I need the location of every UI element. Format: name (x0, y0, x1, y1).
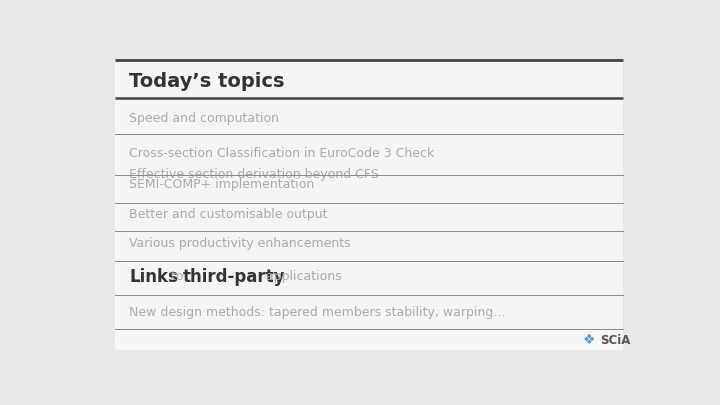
FancyBboxPatch shape (115, 60, 623, 350)
Text: Speed and computation: Speed and computation (129, 112, 279, 125)
Text: Cross-section Classification in EuroCode 3 Check: Cross-section Classification in EuroCode… (129, 147, 434, 160)
Text: to: to (167, 271, 187, 284)
Text: third-party: third-party (183, 268, 285, 286)
Text: Today’s topics: Today’s topics (129, 72, 284, 91)
Text: ❖: ❖ (583, 333, 595, 347)
Text: Effective section derivation beyond CFS: Effective section derivation beyond CFS (129, 168, 379, 181)
Text: Various productivity enhancements: Various productivity enhancements (129, 237, 351, 250)
Text: SEMI-COMP+ implementation: SEMI-COMP+ implementation (129, 178, 315, 191)
Text: SCiA: SCiA (600, 334, 631, 347)
Text: Links: Links (129, 268, 178, 286)
Text: Better and customisable output: Better and customisable output (129, 208, 328, 221)
Text: New design methods: tapered members stability, warping…: New design methods: tapered members stab… (129, 306, 506, 319)
Text: applications: applications (262, 271, 342, 284)
